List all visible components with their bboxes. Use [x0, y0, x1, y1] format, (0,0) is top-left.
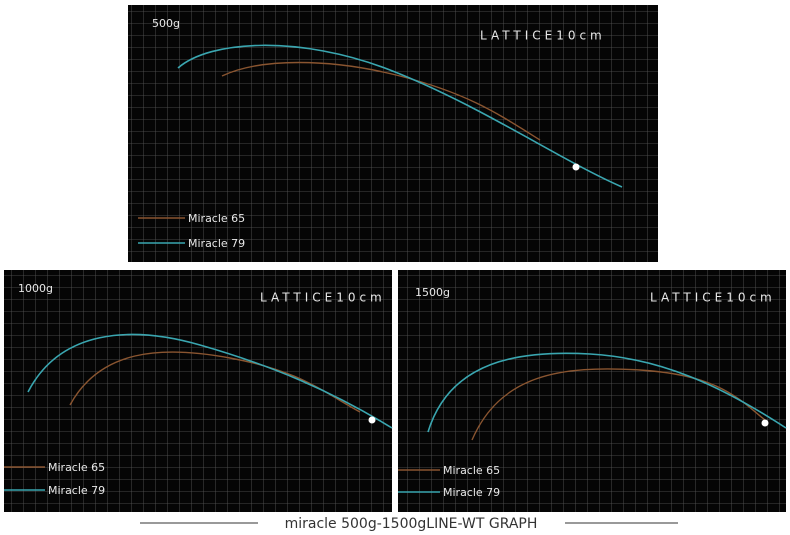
curve-79 [427, 352, 787, 433]
legend-label: Miracle 65 [443, 464, 500, 477]
lattice-label: LATTICE10cm [480, 29, 606, 43]
lattice [128, 5, 658, 262]
lattice [4, 270, 392, 512]
tip-dot [368, 416, 376, 424]
legend-label: Miracle 65 [188, 212, 245, 225]
curve-79 [177, 44, 623, 188]
caption: miracle 500g-1500gLINE-WT GRAPH [285, 516, 538, 532]
weight-label: 1500g [415, 286, 450, 299]
legend-label: Miracle 79 [443, 486, 500, 499]
panel-1000g: 1000g LATTICE10cm Miracle 65 Miracle 79 [4, 270, 393, 512]
lattice-label: LATTICE10cm [650, 291, 776, 305]
panel-500g: 500g LATTICE10cm Miracle 65 Miracle 79 [128, 5, 658, 262]
curve-65 [221, 61, 541, 141]
weight-label: 1000g [18, 282, 53, 295]
lattice-label: LATTICE10cm [260, 291, 386, 305]
curve-79 [27, 333, 393, 429]
weight-label: 500g [152, 17, 180, 30]
legend-label: Miracle 79 [48, 484, 105, 497]
tip-dot [761, 419, 769, 427]
panel-1500g: 1500g LATTICE10cm Miracle 65 Miracle 79 [398, 270, 787, 512]
tip-dot [572, 163, 580, 171]
legend-label: Miracle 65 [48, 461, 105, 474]
legend-label: Miracle 79 [188, 237, 245, 250]
